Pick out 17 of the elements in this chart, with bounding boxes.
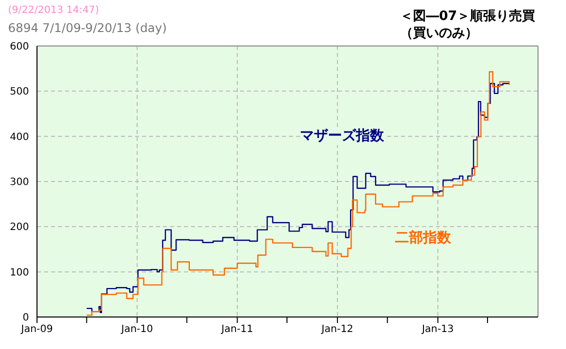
x-tick-label: Jan-12 (320, 324, 354, 336)
y-tick-label: 400 (10, 132, 29, 143)
chart-title: 6894 7/1/09-9/20/13 (day) (8, 21, 167, 35)
x-tick-label: Jan-13 (420, 324, 454, 336)
y-tick-label: 500 (10, 86, 29, 98)
chart-subtitle: (9/22/2013 14:47) (8, 5, 100, 16)
y-tick-label: 100 (10, 267, 29, 278)
series-label: 二部指数 (395, 229, 451, 247)
y-tick-label: 0 (22, 312, 29, 324)
text: マザーズ指数 (300, 127, 384, 145)
text: ＜図―07＞順張り売買（買いのみ） (400, 8, 536, 42)
x-tick-label: Jan-11 (220, 324, 254, 336)
x-tick-label: Jan-10 (120, 324, 154, 336)
y-tick-label: 200 (10, 222, 29, 234)
y-tick-label: 600 (10, 42, 29, 53)
x-tick-label: Jan-09 (20, 324, 53, 336)
y-tick-label: 300 (10, 177, 29, 188)
